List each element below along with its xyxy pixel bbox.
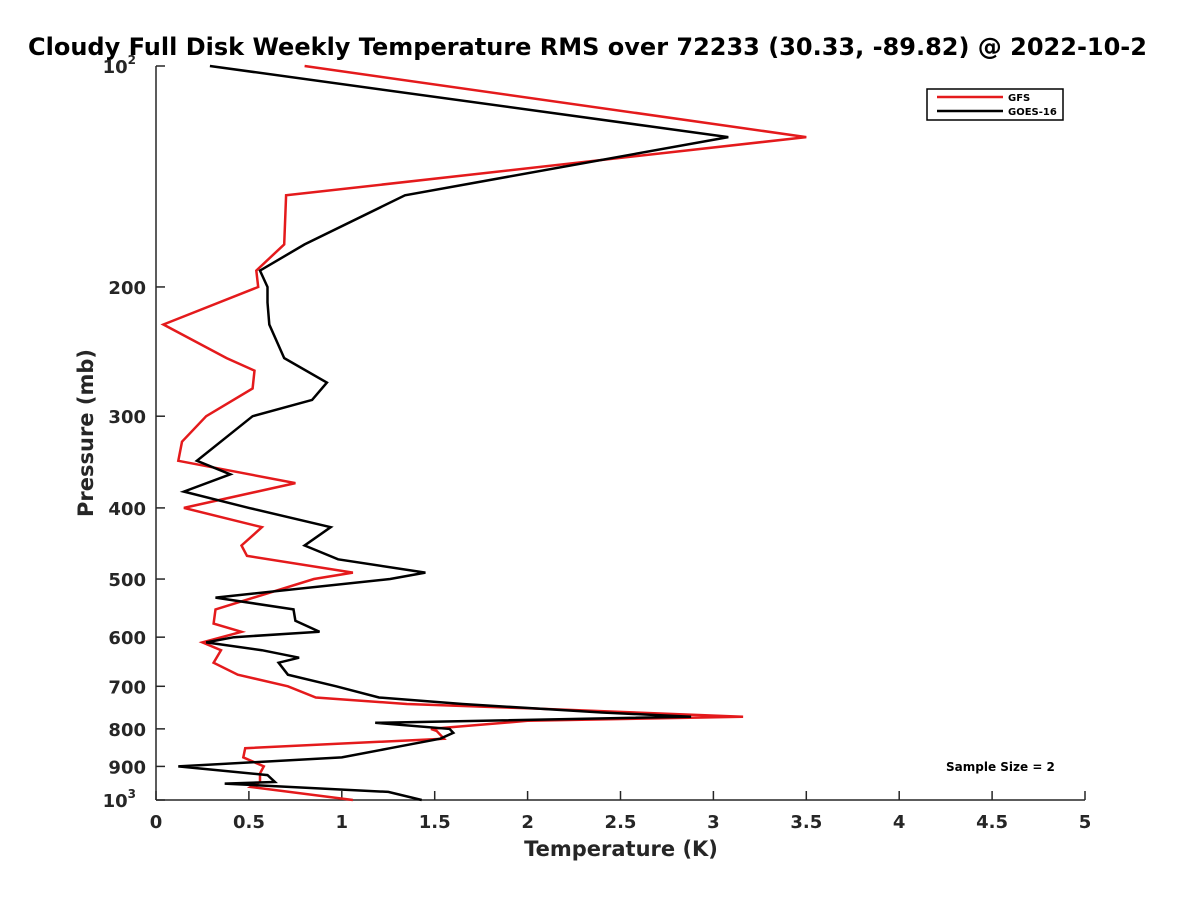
y-tick-label: 102 xyxy=(103,53,136,78)
chart-title: Cloudy Full Disk Weekly Temperature RMS … xyxy=(28,33,1147,61)
x-tick-label: 2 xyxy=(521,812,534,833)
x-tick-label: 5 xyxy=(1079,812,1092,833)
y-tick-label: 500 xyxy=(108,570,146,591)
y-axis-label: Pressure (mb) xyxy=(74,349,98,517)
x-tick-label: 3 xyxy=(707,812,720,833)
x-tick-label: 2.5 xyxy=(605,812,637,833)
y-tick-label: 600 xyxy=(108,628,146,649)
series-lines xyxy=(160,64,807,802)
y-axis-ticks: 102 200 300 400 500 600 700 800 900 103 xyxy=(103,53,165,812)
y-tick-label: 103 xyxy=(103,787,136,812)
x-tick-label: 3.5 xyxy=(790,812,822,833)
legend-box xyxy=(926,88,1064,121)
series-line-goes-16 xyxy=(178,64,729,802)
x-tick-label: 0.5 xyxy=(233,812,265,833)
y-tick-label: 400 xyxy=(108,499,146,520)
y-tick-label: 200 xyxy=(108,278,146,299)
y-tick-label: 900 xyxy=(108,757,146,778)
x-tick-label: 4 xyxy=(893,812,906,833)
x-tick-label: 1 xyxy=(336,812,349,833)
x-tick-label: 4.5 xyxy=(976,812,1008,833)
x-axis-ticks: 0 0.5 1 1.5 2 2.5 3 3.5 4 4.5 5 xyxy=(150,791,1092,833)
y-tick-label: 800 xyxy=(108,720,146,741)
y-tick-label: 700 xyxy=(108,677,146,698)
sample-size-annotation: Sample Size = 2 xyxy=(946,760,1055,774)
x-axis-label: Temperature (K) xyxy=(524,837,718,861)
legend-label-gfs: GFS xyxy=(1008,93,1030,104)
series-line-gfs xyxy=(160,64,807,802)
x-tick-label: 1.5 xyxy=(419,812,451,833)
legend: GFS GOES-16 xyxy=(926,88,1064,121)
legend-label-goes-16: GOES-16 xyxy=(1008,107,1057,118)
x-tick-label: 0 xyxy=(150,812,163,833)
y-tick-label: 300 xyxy=(108,407,146,428)
